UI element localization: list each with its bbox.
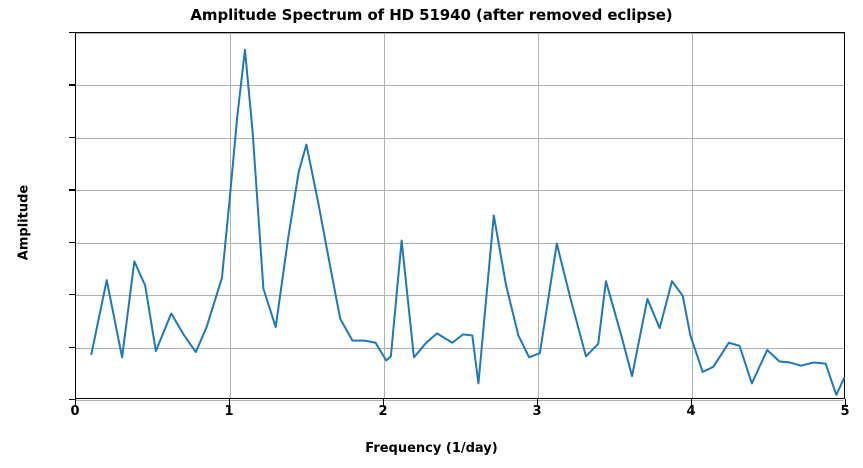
y-tick-mark xyxy=(69,84,75,86)
x-tick-mark xyxy=(691,399,693,405)
gridline-horizontal xyxy=(76,242,844,244)
gridline-horizontal xyxy=(76,190,844,192)
y-tick-mark xyxy=(69,241,75,243)
y-tick-mark xyxy=(69,399,75,401)
x-tick-label: 2 xyxy=(378,404,388,419)
x-tick-mark xyxy=(537,399,539,405)
gridline-vertical xyxy=(692,33,693,398)
x-tick-mark xyxy=(845,399,847,405)
plot-area xyxy=(75,32,845,401)
x-tick-mark xyxy=(75,399,77,405)
x-tick-mark xyxy=(383,399,385,405)
gridline-horizontal xyxy=(76,137,844,139)
x-tick-label: 4 xyxy=(686,404,696,419)
gridline-vertical xyxy=(384,33,385,398)
gridline-horizontal xyxy=(76,33,844,34)
x-tick-label: 5 xyxy=(840,404,850,419)
y-tick-mark xyxy=(69,136,75,139)
y-axis-label: Amplitude xyxy=(16,184,32,261)
y-tick-mark xyxy=(69,346,75,348)
gridline-vertical xyxy=(538,33,539,398)
amplitude-curve xyxy=(90,48,845,396)
x-tick-label: 1 xyxy=(224,404,234,419)
gridline-vertical xyxy=(230,33,231,398)
x-tick-label: 3 xyxy=(532,404,542,419)
x-tick-mark xyxy=(229,399,231,405)
gridline-horizontal xyxy=(76,85,844,87)
data-line-series xyxy=(90,48,845,396)
gridline-horizontal xyxy=(76,347,844,349)
gridline-horizontal xyxy=(76,400,844,401)
y-tick-mark xyxy=(69,294,75,296)
x-axis-label: Frequency (1/day) xyxy=(365,441,498,456)
chart-title: Amplitude Spectrum of HD 51940 (after re… xyxy=(190,6,673,24)
y-tick-mark xyxy=(69,32,75,34)
y-tick-mark xyxy=(69,189,75,191)
gridline-horizontal xyxy=(76,295,844,297)
x-tick-label: 0 xyxy=(70,404,80,419)
